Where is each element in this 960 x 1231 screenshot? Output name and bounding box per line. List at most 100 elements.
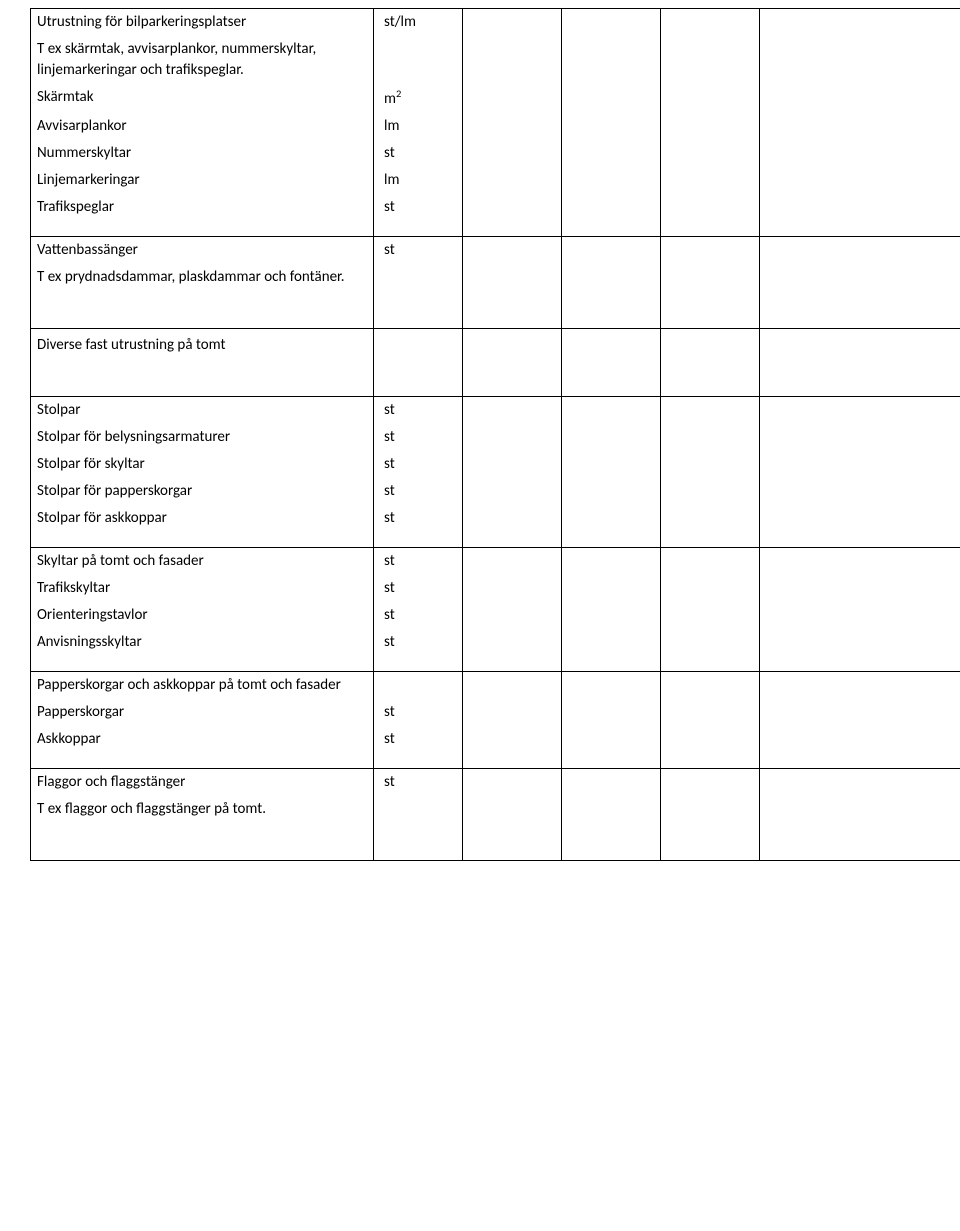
cell: Stolpar bbox=[31, 397, 374, 425]
cell: Skärmtak bbox=[31, 84, 374, 113]
cell: st bbox=[374, 602, 463, 629]
cell bbox=[374, 672, 463, 700]
cell bbox=[661, 167, 760, 194]
cell bbox=[661, 194, 760, 237]
cell bbox=[661, 726, 760, 769]
cell bbox=[661, 9, 760, 85]
cell bbox=[463, 237, 562, 329]
cell bbox=[760, 140, 960, 167]
cell bbox=[562, 329, 661, 397]
cell bbox=[463, 397, 562, 425]
cell bbox=[562, 769, 661, 861]
cell bbox=[661, 505, 760, 548]
cell: st bbox=[374, 451, 463, 478]
cell bbox=[760, 602, 960, 629]
cell: Stolpar för skyltar bbox=[31, 451, 374, 478]
cell bbox=[760, 726, 960, 769]
cell: Skyltar på tomt och fasader bbox=[31, 548, 374, 576]
cell: Utrustning för bilparkeringsplatser T ex… bbox=[31, 9, 374, 85]
text: Utrustning för bilparkeringsplatser bbox=[37, 12, 367, 33]
cell bbox=[463, 672, 562, 700]
cell bbox=[760, 672, 960, 700]
cell bbox=[562, 505, 661, 548]
cell bbox=[562, 451, 661, 478]
cell: st bbox=[374, 505, 463, 548]
cell bbox=[760, 575, 960, 602]
cell: lm bbox=[374, 113, 463, 140]
cell bbox=[760, 329, 960, 397]
cell bbox=[661, 672, 760, 700]
cell bbox=[562, 602, 661, 629]
cell: st bbox=[374, 237, 463, 329]
cell: Flaggor och flaggstänger T ex flaggor oc… bbox=[31, 769, 374, 861]
cell bbox=[562, 575, 661, 602]
cell: Stolpar för papperskorgar bbox=[31, 478, 374, 505]
cell: Stolpar för belysningsarmaturer bbox=[31, 424, 374, 451]
cell: st bbox=[374, 769, 463, 861]
cell bbox=[463, 9, 562, 85]
cell bbox=[562, 9, 661, 85]
cell: st bbox=[374, 194, 463, 237]
cell bbox=[760, 451, 960, 478]
cell: st bbox=[374, 140, 463, 167]
cell bbox=[562, 237, 661, 329]
cell bbox=[562, 699, 661, 726]
cell: Nummerskyltar bbox=[31, 140, 374, 167]
cell: st bbox=[374, 629, 463, 672]
cell bbox=[760, 397, 960, 425]
cell bbox=[760, 548, 960, 576]
cell bbox=[760, 113, 960, 140]
cell bbox=[661, 84, 760, 113]
cell bbox=[661, 478, 760, 505]
cell bbox=[760, 424, 960, 451]
cell bbox=[760, 699, 960, 726]
cell bbox=[661, 769, 760, 861]
cell bbox=[463, 478, 562, 505]
cell: Orienteringstavlor bbox=[31, 602, 374, 629]
cell: Vattenbassänger T ex prydnadsdammar, pla… bbox=[31, 237, 374, 329]
cell: lm bbox=[374, 167, 463, 194]
cell: st bbox=[374, 575, 463, 602]
cell bbox=[463, 424, 562, 451]
cell bbox=[661, 424, 760, 451]
cell: m2 bbox=[374, 84, 463, 113]
text: Flaggor och flaggstänger bbox=[37, 772, 367, 793]
cell bbox=[562, 478, 661, 505]
cell: Askkoppar bbox=[31, 726, 374, 769]
cell bbox=[463, 769, 562, 861]
cell: Diverse fast utrustning på tomt bbox=[31, 329, 374, 397]
cell: st bbox=[374, 397, 463, 425]
cell bbox=[463, 575, 562, 602]
cell bbox=[562, 397, 661, 425]
cell bbox=[661, 699, 760, 726]
cell: st bbox=[374, 424, 463, 451]
cell bbox=[562, 726, 661, 769]
cell bbox=[562, 194, 661, 237]
cell bbox=[760, 9, 960, 85]
cell: Anvisningsskyltar bbox=[31, 629, 374, 672]
cell: Papperskorgar och askkoppar på tomt och … bbox=[31, 672, 374, 700]
cell bbox=[760, 478, 960, 505]
document-table: Utrustning för bilparkeringsplatser T ex… bbox=[30, 8, 960, 861]
cell bbox=[463, 602, 562, 629]
cell bbox=[463, 505, 562, 548]
cell bbox=[463, 194, 562, 237]
cell: st bbox=[374, 548, 463, 576]
cell bbox=[661, 397, 760, 425]
cell bbox=[463, 629, 562, 672]
text: T ex flaggor och flaggstänger på tomt. bbox=[37, 799, 367, 820]
cell bbox=[463, 329, 562, 397]
cell bbox=[463, 699, 562, 726]
cell bbox=[562, 424, 661, 451]
cell bbox=[463, 451, 562, 478]
cell bbox=[562, 167, 661, 194]
cell bbox=[661, 548, 760, 576]
cell: st bbox=[374, 726, 463, 769]
cell: Stolpar för askkoppar bbox=[31, 505, 374, 548]
cell bbox=[760, 769, 960, 861]
cell bbox=[463, 84, 562, 113]
cell bbox=[760, 167, 960, 194]
cell bbox=[661, 629, 760, 672]
cell bbox=[661, 575, 760, 602]
cell bbox=[661, 140, 760, 167]
